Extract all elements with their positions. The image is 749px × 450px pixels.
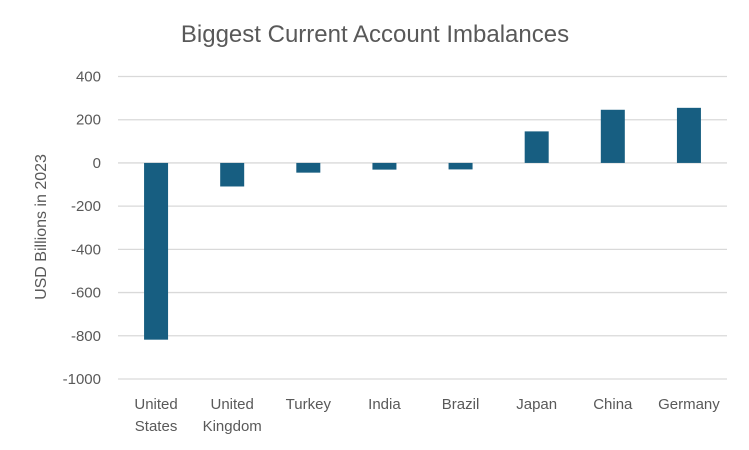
bar <box>448 162 473 170</box>
bar <box>372 162 397 170</box>
bar <box>220 162 245 187</box>
y-tick-label: -1000 <box>63 371 101 388</box>
category-label: Turkey <box>286 396 332 413</box>
y-tick-labels: 400 200 0 -200 -400 -600 -800 -1000 <box>63 69 101 389</box>
bar <box>600 109 625 163</box>
y-tick-label: -200 <box>71 198 101 215</box>
category-label: Japan <box>516 396 557 413</box>
chart-title: Biggest Current Account Imbalances <box>181 21 569 48</box>
category-labels: United States United Kingdom Turkey India Braz… <box>134 396 720 435</box>
y-tick-label: -400 <box>71 241 101 258</box>
y-tick-label: -600 <box>71 285 101 302</box>
bar <box>144 162 169 340</box>
bar <box>676 107 701 163</box>
category-label: Brazil <box>442 396 480 413</box>
y-tick-label: 0 <box>93 155 101 172</box>
category-label: United Kingdom <box>203 396 262 435</box>
y-tick-label: 400 <box>76 69 101 86</box>
bar <box>296 162 321 173</box>
y-tick-label: -800 <box>71 328 101 345</box>
y-tick-label: 200 <box>76 112 101 129</box>
category-label: India <box>368 396 401 413</box>
y-axis-label: USD Billions in 2023 <box>33 154 50 300</box>
gridlines <box>118 75 727 380</box>
bar <box>524 131 549 163</box>
bars <box>144 107 701 340</box>
category-label: China <box>593 396 633 413</box>
category-label: Germany <box>658 396 720 413</box>
category-label: United States <box>134 396 177 435</box>
